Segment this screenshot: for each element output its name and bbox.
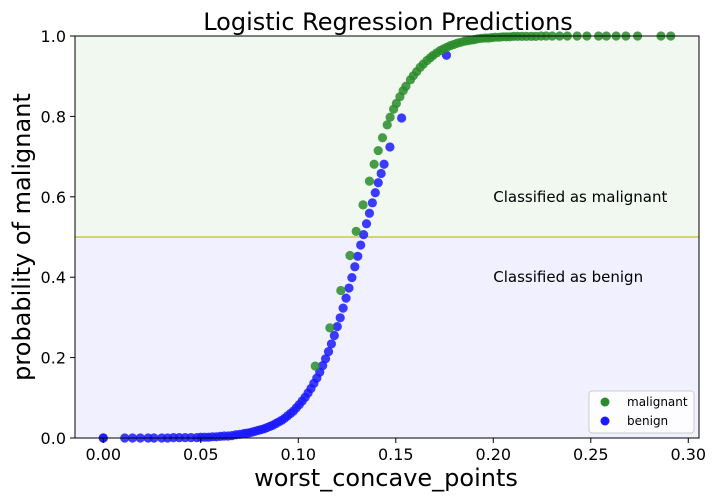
point-benign [361, 219, 372, 229]
x-tick-label: 0.25 [573, 445, 609, 464]
x-tick-label: 0.00 [85, 445, 121, 464]
annotation-malignant: Classified as malignant [493, 188, 667, 206]
classification-regions [75, 36, 699, 438]
point-benign [385, 142, 395, 152]
point-benign [338, 303, 348, 313]
point-benign [344, 283, 354, 293]
x-tick-label: 0.20 [475, 445, 511, 464]
point-benign [326, 339, 337, 349]
legend-label-malignant: malignant [627, 395, 688, 409]
point-malignant [401, 81, 411, 91]
legend: malignant benign [588, 390, 695, 434]
y-tick-label: 0.8 [41, 107, 66, 126]
point-malignant [358, 200, 368, 210]
point-benign [376, 168, 386, 179]
point-benign [323, 346, 334, 357]
point-benign [397, 113, 407, 123]
point-benign [335, 313, 345, 323]
y-tick-label: 1.0 [41, 27, 66, 46]
point-benign [341, 293, 351, 303]
annotation-benign: Classified as benign [493, 268, 643, 286]
point-malignant [351, 226, 361, 236]
region-annotations: Classified as malignant Classified as ben… [493, 188, 667, 286]
point-malignant [364, 176, 375, 186]
point-malignant [385, 112, 395, 122]
plot-frame [74, 35, 700, 439]
point-benign [353, 251, 363, 261]
y-tick-label: 0.6 [41, 188, 66, 207]
chart-title: Logistic Regression Predictions [203, 8, 573, 36]
point-malignant [377, 133, 388, 143]
point-malignant [310, 361, 320, 371]
legend-box [588, 390, 695, 434]
x-tick-label: 0.15 [378, 445, 414, 464]
x-axis-ticks: 0.00 0.05 0.10 0.15 0.20 0.25 0.30 [85, 438, 706, 464]
point-benign [356, 240, 366, 250]
y-tick-label: 0.4 [41, 268, 66, 287]
y-axis-ticks: 0.0 0.2 0.4 0.6 0.8 1.0 [41, 27, 75, 448]
point-benign [332, 322, 342, 332]
legend-label-benign: benign [627, 414, 668, 428]
point-malignant [391, 98, 401, 109]
region-malignant [75, 36, 699, 237]
point-benign [364, 208, 375, 218]
point-malignant [325, 323, 335, 333]
point-benign [370, 188, 380, 198]
x-tick-label: 0.10 [280, 445, 316, 464]
point-benign [329, 330, 339, 341]
point-malignant [345, 250, 355, 261]
point-malignant [373, 145, 383, 156]
legend-marker-benign [600, 416, 610, 426]
x-tick-label: 0.05 [183, 445, 219, 464]
point-benign [347, 273, 357, 283]
point-benign [359, 229, 369, 240]
y-tick-label: 0.2 [41, 349, 66, 368]
y-tick-label: 0.0 [41, 429, 66, 448]
point-benign [373, 178, 383, 188]
point-benign [350, 262, 360, 272]
legend-marker-malignant [600, 397, 610, 407]
point-benign [367, 198, 377, 208]
point-malignant [369, 159, 379, 169]
y-axis-label: probability of malignant [8, 93, 36, 381]
point-malignant [336, 285, 346, 296]
point-malignant [382, 120, 392, 130]
point-benign [320, 354, 331, 364]
point-benign [379, 159, 389, 169]
x-tick-label: 0.30 [670, 445, 706, 464]
x-axis-label: worst_concave_points [254, 464, 518, 492]
